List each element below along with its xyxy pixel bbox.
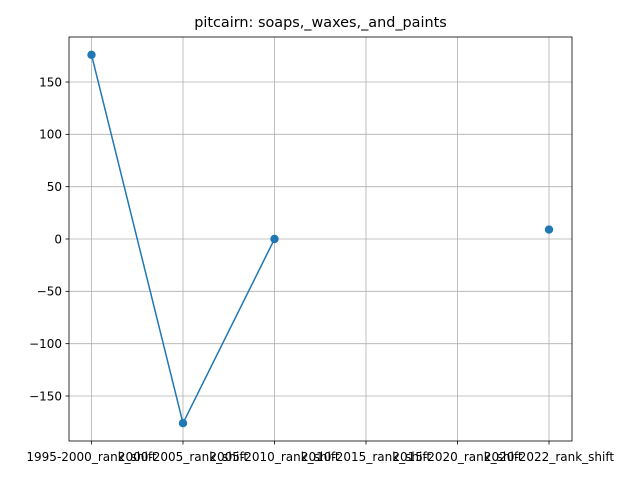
data-point [87,50,96,59]
y-tick-label: −100 [29,337,62,351]
y-tick-label: 0 [54,232,62,246]
y-gridlines [69,81,572,397]
y-axis-ticks: −150 −100 −50 0 50 100 150 [29,75,69,403]
y-tick-label: 150 [39,75,62,89]
chart-title: pitcairn: soaps,_waxes,_and_paints [194,15,447,31]
data-point [270,234,279,244]
y-tick-label: −150 [29,389,62,403]
x-tick-label: 2010-2015_rank_shift [301,450,431,464]
series-points [87,50,554,428]
data-point [178,419,188,428]
y-tick-label: 50 [47,180,62,194]
x-tick-label: 2015-2020_rank_shift [392,450,522,464]
x-axis-ticks: 1995-2000_rank_shift2000-2005_rank_shift… [26,441,614,464]
x-tick-label: 2005-2010_rank_shift [209,450,339,464]
y-tick-label: −50 [37,285,62,299]
y-tick-label: 100 [39,128,62,142]
x-tick-label: 1995-2000_rank_shift [26,450,156,464]
data-point [544,225,554,234]
x-tick-label: 2020-2022_rank_shift [484,450,614,464]
x-tick-label: 2000-2005_rank_shift [118,450,248,464]
